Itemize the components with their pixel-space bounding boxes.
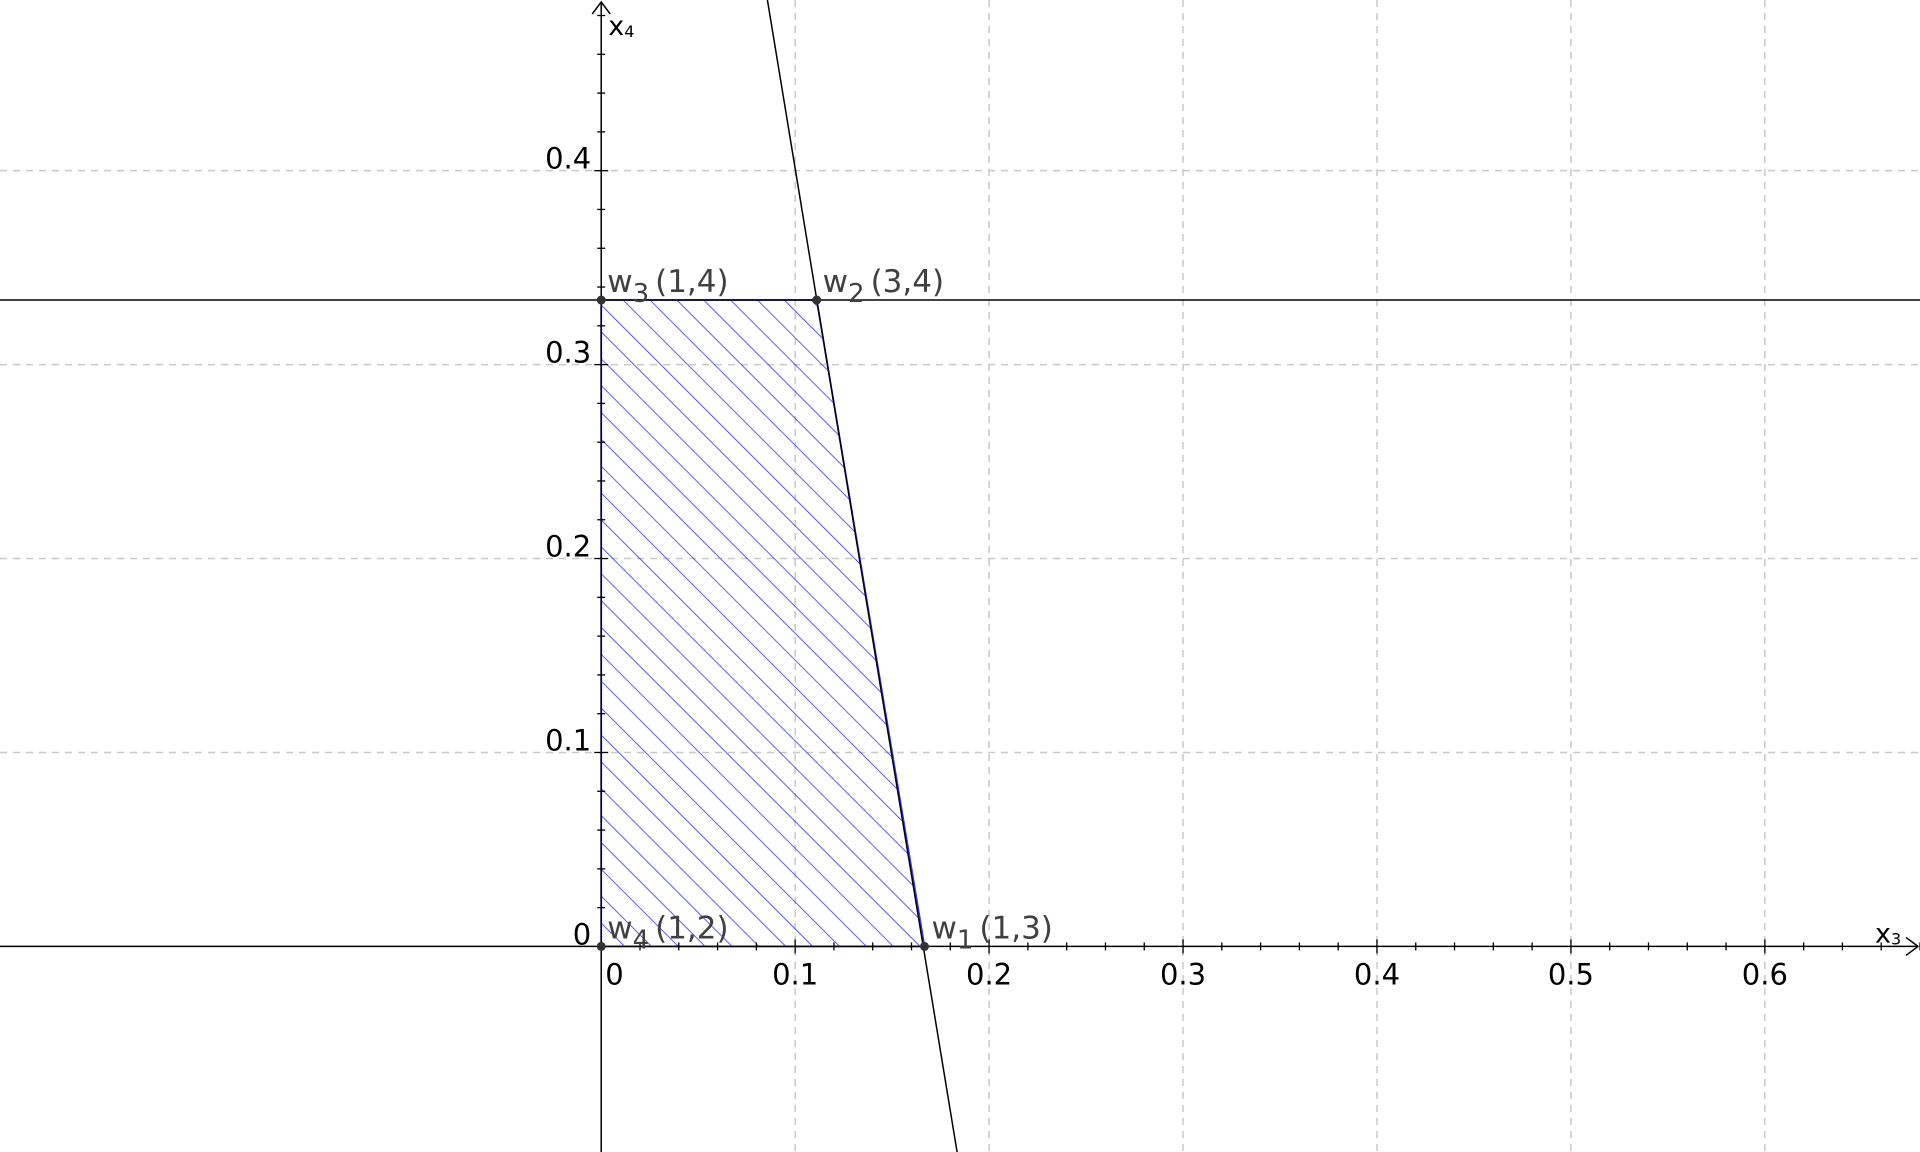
y-axis-name: x4 (608, 11, 634, 42)
x-tick-label: 0.6 (1742, 957, 1788, 991)
point-label-subscript: 1 (957, 925, 974, 955)
point-label-w3: w3 (1,4) (607, 264, 728, 309)
y-axis-name-subscript: 4 (624, 22, 634, 41)
x-tick-label: 0.5 (1548, 957, 1594, 991)
point-label-subscript: 4 (633, 925, 650, 955)
point-label-w4: w4 (1,2) (607, 910, 728, 955)
y-tick-label: 0.2 (545, 530, 591, 564)
x-tick-label: 0.4 (1354, 957, 1400, 991)
x-tick-label: 0.2 (966, 957, 1012, 991)
y-tick-label: 0.3 (545, 336, 591, 370)
y-tick-label: 0.4 (545, 142, 591, 176)
point-label-subscript: 3 (633, 279, 650, 309)
point-label-coords: (1,3) (979, 910, 1052, 946)
point-w4 (596, 941, 606, 951)
y-tick-label: 0.1 (545, 723, 591, 757)
point-w3 (596, 295, 606, 305)
point-label-coords: (1,4) (655, 264, 729, 300)
x-axis-name-subscript: 3 (1891, 929, 1901, 948)
x-tick-label: 0.1 (772, 957, 818, 991)
y-axis-arrow (591, 0, 611, 15)
tick-labels: 0 0.1 0.2 0.3 0.4 0.5 0.6 0 0.1 0.2 0.3 0.4 (545, 142, 1788, 992)
point-label-coords: (1,2) (655, 910, 729, 946)
point-w2 (812, 295, 822, 305)
feasible-region-hatch (601, 300, 925, 947)
x-axis-arrow (1905, 936, 1920, 957)
point-label-subscript: 2 (848, 279, 865, 309)
point-label-coords: (3,4) (871, 264, 945, 300)
x-tick-label: 0 (605, 957, 623, 991)
point-w1 (920, 941, 930, 951)
x-axis-name: x3 (1875, 918, 1901, 949)
constraint-line-slanted (766, 0, 958, 1152)
x-tick-label: 0.3 (1160, 957, 1206, 991)
point-label-w2: w2 (3,4) (823, 264, 944, 309)
feasible-region-layer (600, 299, 926, 948)
y-tick-label: 0 (573, 917, 591, 951)
